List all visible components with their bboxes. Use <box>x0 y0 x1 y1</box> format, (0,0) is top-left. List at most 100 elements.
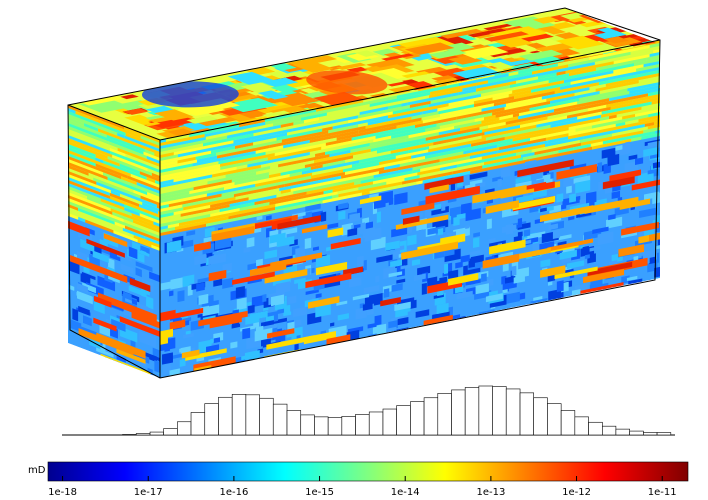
texture <box>201 135 228 144</box>
texture <box>78 305 90 316</box>
texture <box>269 191 324 206</box>
texture <box>316 261 348 276</box>
texture <box>370 236 386 251</box>
texture <box>387 172 418 182</box>
texture <box>459 73 509 87</box>
texture <box>290 182 323 192</box>
texture <box>338 202 348 210</box>
texture <box>411 143 472 159</box>
texture <box>583 268 625 284</box>
texture <box>68 284 75 291</box>
texture <box>123 108 149 115</box>
texture <box>569 193 576 203</box>
texture <box>261 110 291 118</box>
texture <box>396 278 406 284</box>
texture <box>141 81 239 108</box>
texture <box>488 121 506 129</box>
texture <box>376 142 420 154</box>
texture <box>473 237 480 249</box>
texture <box>129 277 151 293</box>
bar <box>382 408 397 436</box>
texture <box>233 128 293 144</box>
texture <box>359 106 389 116</box>
texture <box>589 45 650 61</box>
texture <box>68 156 121 180</box>
texture <box>343 162 380 173</box>
texture <box>265 116 294 125</box>
texture <box>601 106 642 118</box>
texture <box>68 177 110 196</box>
texture <box>622 113 636 120</box>
texture <box>467 28 508 38</box>
texture <box>160 209 220 224</box>
texture <box>173 166 237 183</box>
texture <box>135 267 142 278</box>
texture <box>183 333 194 339</box>
texture <box>68 129 118 151</box>
texture <box>329 149 351 158</box>
texture <box>597 231 614 246</box>
texture <box>116 348 146 364</box>
bar <box>204 403 219 436</box>
texture <box>383 52 402 58</box>
texture <box>425 127 480 141</box>
texture <box>235 286 245 299</box>
texture <box>461 202 472 214</box>
texture <box>573 175 591 184</box>
texture <box>579 133 612 144</box>
texture <box>315 293 322 299</box>
texture <box>365 116 412 129</box>
texture <box>644 122 655 128</box>
texture <box>242 327 251 340</box>
texture <box>286 120 349 136</box>
texture <box>523 229 531 237</box>
texture <box>518 49 564 61</box>
texture <box>232 182 276 195</box>
texture <box>482 124 508 133</box>
texture <box>401 241 458 260</box>
texture <box>399 160 416 168</box>
texture <box>415 309 430 318</box>
texture <box>110 190 120 197</box>
texture <box>327 222 339 230</box>
texture <box>476 80 517 92</box>
texture <box>160 227 175 233</box>
texture <box>169 319 186 330</box>
texture <box>444 248 455 257</box>
texture <box>385 240 400 251</box>
texture <box>550 91 600 104</box>
texture <box>68 117 85 127</box>
texture <box>160 307 204 323</box>
texture <box>463 144 498 155</box>
texture <box>219 182 235 189</box>
texture <box>452 165 483 175</box>
texture <box>472 184 527 204</box>
texture <box>189 185 220 195</box>
texture <box>347 227 358 237</box>
texture <box>616 112 630 118</box>
texture <box>78 216 86 223</box>
texture <box>249 262 287 277</box>
texture <box>160 212 174 218</box>
texture <box>139 330 157 348</box>
texture <box>243 132 287 145</box>
texture <box>278 154 330 168</box>
texture <box>205 129 243 140</box>
bar <box>314 416 329 436</box>
texture <box>306 182 355 195</box>
texture <box>402 171 453 185</box>
texture <box>204 121 266 138</box>
texture <box>275 281 291 295</box>
texture <box>632 87 660 103</box>
texture <box>97 292 157 322</box>
texture <box>128 246 138 260</box>
texture <box>174 216 229 231</box>
texture <box>394 301 411 312</box>
texture <box>425 126 440 132</box>
bar <box>464 387 480 436</box>
texture <box>336 300 348 306</box>
texture <box>419 162 484 179</box>
texture <box>548 71 595 84</box>
texture <box>327 227 344 238</box>
texture <box>483 31 529 42</box>
